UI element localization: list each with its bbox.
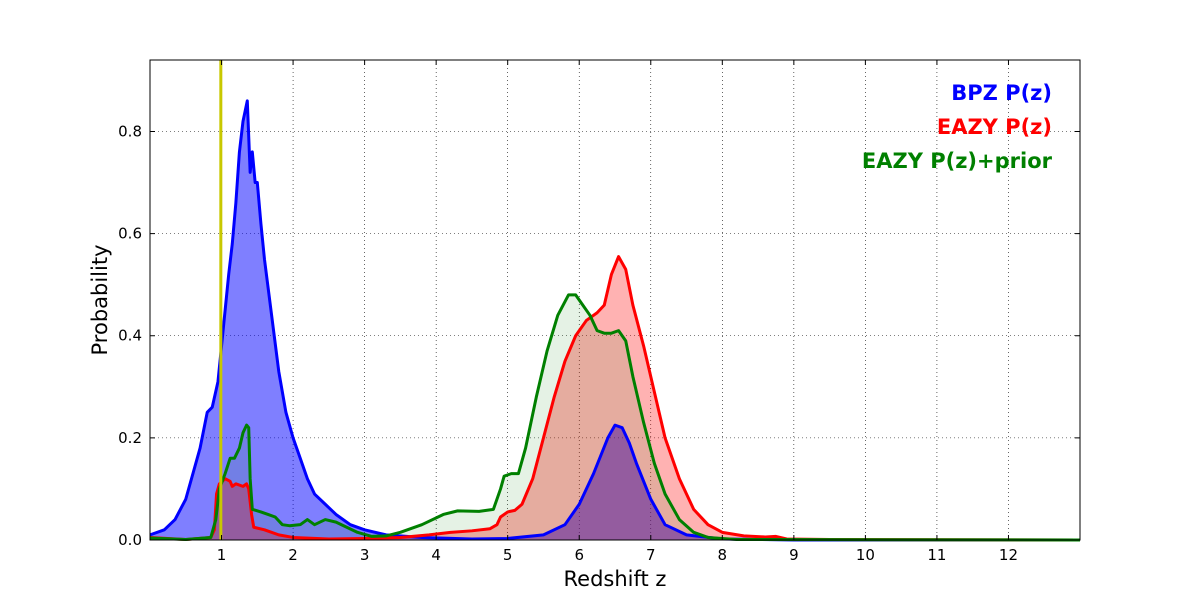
legend-entry: EAZY P(z)+prior [862,149,1053,173]
legend-entry: BPZ P(z) [951,81,1052,105]
x-tick-label: 8 [718,546,728,564]
x-tick-label: 6 [574,546,584,564]
series-line-2 [149,255,1081,542]
x-tick-label: 5 [503,546,513,564]
legend: BPZ P(z) EAZY P(z) EAZY P(z)+prior [862,81,1053,173]
x-tick-label: 3 [360,546,370,564]
x-tick-label: 4 [431,546,441,564]
legend-entry: EAZY P(z) [937,115,1052,139]
plot-frame [149,59,1081,541]
y-axis-title: Probability [88,244,112,355]
y-tick-label: 0.0 [118,531,142,549]
x-tick-label: 7 [646,546,656,564]
series-fill-3 [150,294,1080,540]
series-line-3 [149,293,1081,542]
x-tick-label: 1 [217,546,227,564]
x-tick-label: 12 [999,546,1018,564]
x-tick-label: 2 [288,546,298,564]
x-tick-label: 10 [856,546,875,564]
series-fill-1 [150,100,1080,540]
y-tick-label: 0.8 [118,122,142,140]
x-tick-label: 11 [927,546,946,564]
series-layer [149,99,1081,542]
y-tick-label: 0.6 [118,225,142,243]
series-fill-2 [150,256,1080,540]
y-tick-label: 0.4 [118,327,142,345]
tick-layer: 1 2 3 4 5 6 7 8 9 10 11 120.00.20.40.60.8 [118,60,1080,564]
x-tick-label: 9 [789,546,799,564]
x-axis-title: Redshift z [564,567,667,591]
y-tick-label: 0.2 [118,429,142,447]
